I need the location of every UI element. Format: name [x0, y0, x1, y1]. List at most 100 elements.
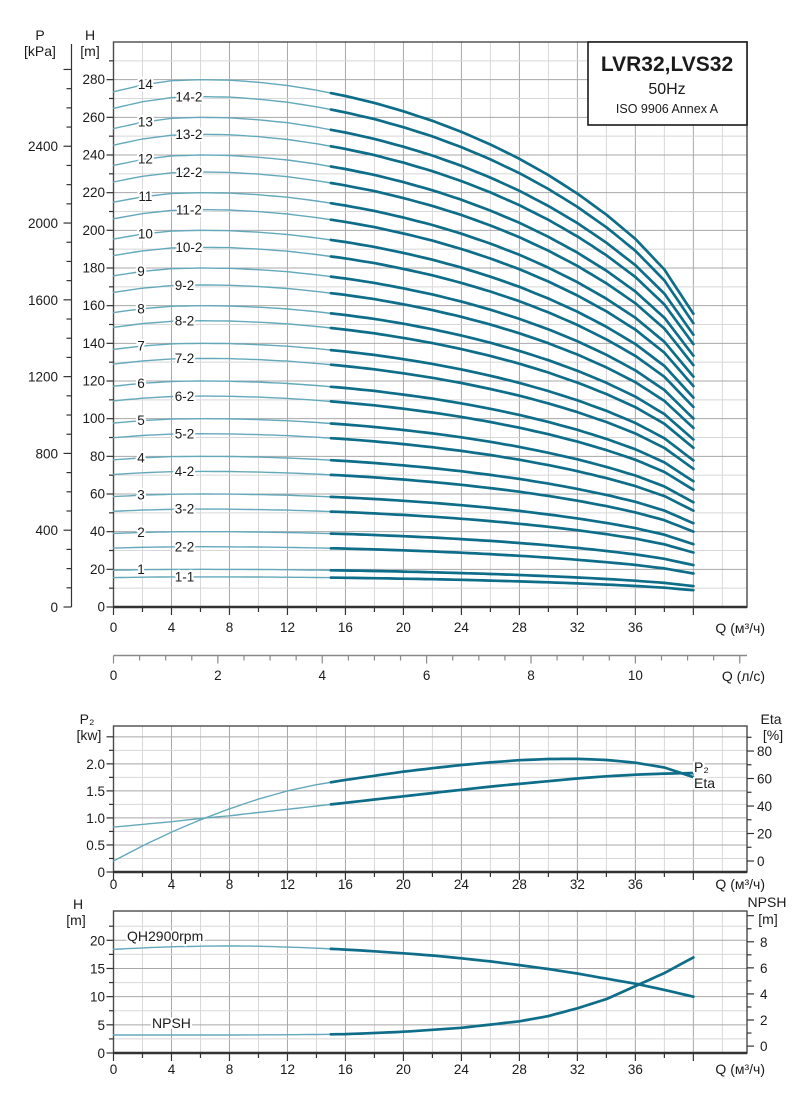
npsh-tick-label: 2 — [760, 1013, 768, 1028]
curve-2-2-thin — [112, 546, 332, 549]
kw-tick-label: 0 — [97, 865, 105, 880]
ls-tick-label: 6 — [423, 668, 431, 683]
eta-tick-label: 0 — [757, 854, 765, 869]
plot-frame — [112, 910, 748, 1054]
curve-13-thick — [329, 128, 695, 337]
qh-family-curves — [112, 79, 695, 592]
h2-tick-label: 0 — [97, 1046, 105, 1061]
middle-grid — [113, 726, 747, 872]
curve-label-12-2: 12-2 — [175, 165, 202, 180]
curve-7-thin — [112, 342, 332, 351]
curve-label-2: 2 — [137, 525, 145, 540]
h-tick-label: 120 — [82, 374, 105, 389]
series-P2-thick — [329, 771, 695, 806]
flow-axis-label-ls: Q (л/с) — [722, 668, 765, 684]
p-tick-label: 2400 — [28, 139, 58, 154]
curve-label-4: 4 — [137, 450, 145, 465]
p-tick-label: 0 — [50, 600, 58, 615]
curve-2-thick — [329, 532, 695, 567]
curve-label-5: 5 — [137, 413, 145, 428]
curve-9-2-thin — [112, 284, 332, 294]
curve-label-7: 7 — [137, 339, 145, 354]
npsh-axis: 0 2 4 6 8 — [747, 915, 768, 1054]
curve-6-2-thick — [329, 400, 695, 492]
curve-8-2-thin — [112, 320, 332, 329]
x-tick-label: 16 — [338, 1062, 353, 1077]
series-P2-thin — [112, 803, 332, 828]
head-axis-unit: [m] — [80, 43, 99, 59]
h-tick-label: 0 — [97, 600, 105, 615]
curve-10-thin — [112, 229, 332, 241]
qh-family-curve-labels: 1 1-1 2 2-2 3 3-2 4 4-2 5 5-2 6 6-2 7 7-2 8 8-2 9 9-2 10 10… — [135, 75, 205, 587]
curve-label-8: 8 — [137, 301, 145, 316]
x-tick-label: 32 — [570, 877, 585, 892]
curve-2-thin — [112, 531, 332, 535]
kw-tick-label: 1.0 — [86, 811, 105, 826]
h-tick-label: 200 — [82, 223, 105, 238]
pressure-axis-unit: [kPa] — [24, 43, 56, 59]
npsh-tick-label: 0 — [760, 1039, 768, 1054]
curve-11-thin — [112, 192, 332, 204]
kw-tick-label: 1.5 — [86, 784, 105, 799]
x-tick-label: 12 — [280, 877, 295, 892]
curve-3-thick — [329, 495, 695, 546]
series-QH-thin — [112, 945, 332, 950]
curve-label-1: 1 — [137, 562, 145, 577]
x-tick-label: 0 — [110, 1062, 118, 1077]
x-tick-label: 24 — [454, 877, 470, 892]
qh-head-axis: 0 5 10 15 20 — [90, 925, 114, 1061]
curve-label-10-2: 10-2 — [175, 240, 202, 255]
x-tick-label: 36 — [628, 620, 643, 635]
curve-5-thick — [329, 422, 695, 504]
x-axis: 0 4 8 12 16 20 24 28 32 36 — [110, 872, 694, 892]
curve-12-thin — [112, 154, 332, 168]
curve-label-13-2: 13-2 — [175, 127, 202, 142]
power-axis-title: P₂ — [80, 711, 95, 727]
curve-label-6-2: 6-2 — [175, 389, 195, 404]
x-tick-label: 4 — [168, 1062, 176, 1077]
p2-curve-label: P₂ — [694, 759, 709, 775]
curve-3-2-thick — [329, 510, 695, 554]
h-tick-label: 160 — [82, 298, 105, 313]
x-tick-label: 0 — [110, 877, 118, 892]
curve-label-12: 12 — [138, 152, 153, 167]
p-tick-label: 1600 — [28, 293, 58, 308]
curve-label-3: 3 — [137, 488, 145, 503]
curve-9-thin — [112, 267, 332, 278]
h-tick-label: 40 — [90, 524, 105, 539]
head-axis-title: H — [85, 27, 95, 43]
eta-axis-unit: [%] — [763, 727, 783, 743]
ls-tick-label: 8 — [527, 668, 535, 683]
x-tick-label: 32 — [570, 620, 585, 635]
eta-axis-title: Eta — [760, 711, 781, 727]
series-NPSH-thin — [112, 1033, 332, 1036]
qh-head-axis-unit: [m] — [66, 912, 85, 928]
plot-frame — [112, 725, 748, 873]
h-tick-label: 280 — [82, 72, 105, 87]
eta-axis: 0 20 40 60 80 — [747, 736, 772, 869]
head-axis: 0 20 40 60 80 100 120 140 160 180 200 220 240 260 280 — [82, 60, 114, 615]
ls-tick-label: 4 — [318, 668, 326, 683]
h2-tick-label: 10 — [90, 990, 105, 1005]
curve-1-1-thick — [329, 576, 695, 592]
power-axis: 0 0.5 1.0 1.5 2.0 — [86, 736, 114, 880]
curve-8-thick — [329, 312, 695, 441]
curve-12-2-thick — [329, 181, 695, 367]
x-tick-label: 4 — [168, 877, 176, 892]
curve-4-thin — [112, 455, 332, 461]
curve-label-11-2: 11-2 — [176, 202, 202, 217]
eta-curve-label: Eta — [694, 775, 715, 791]
curve-13-2-thin — [112, 133, 332, 147]
x-tick-label: 24 — [454, 620, 470, 635]
power-axis-unit: [kw] — [77, 727, 102, 743]
x-axis: 0 4 8 12 16 20 24 28 32 36 — [110, 1053, 694, 1077]
main-grid — [113, 42, 747, 607]
bottom-grid — [113, 911, 747, 1053]
x-tick-label: 12 — [280, 620, 295, 635]
p-tick-label: 800 — [35, 446, 58, 461]
curve-13-thin — [112, 116, 332, 131]
title-box: LVR32,LVS32 50Hz ISO 9906 Annex A — [587, 41, 748, 126]
pump-frequency: 50Hz — [648, 81, 685, 98]
eta-tick-label: 80 — [757, 744, 772, 759]
